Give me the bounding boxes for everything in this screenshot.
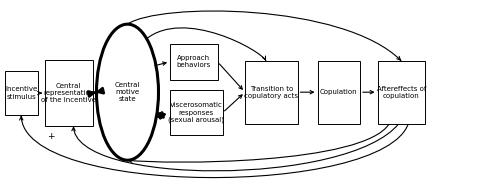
FancyBboxPatch shape [45, 60, 92, 126]
Text: Approach
behaviors: Approach behaviors [176, 55, 211, 68]
FancyBboxPatch shape [318, 61, 360, 124]
Ellipse shape [96, 24, 158, 160]
FancyBboxPatch shape [378, 61, 425, 124]
Text: Aftereffects of
copulation: Aftereffects of copulation [376, 86, 426, 99]
Text: Transition to
copulatory acts: Transition to copulatory acts [244, 86, 298, 99]
Text: Viscerosomatic
responses
(sexual arousal): Viscerosomatic responses (sexual arousal… [168, 102, 224, 123]
Text: Incentive
stimulus: Incentive stimulus [5, 86, 38, 100]
FancyBboxPatch shape [170, 90, 222, 135]
FancyBboxPatch shape [245, 61, 298, 124]
Text: Central
motive
state: Central motive state [115, 82, 140, 102]
FancyBboxPatch shape [5, 71, 38, 115]
Text: +: + [47, 132, 55, 141]
Text: Copulation: Copulation [320, 89, 358, 95]
FancyBboxPatch shape [170, 44, 218, 80]
Text: Central
representation
of the incentive: Central representation of the incentive [41, 83, 96, 103]
